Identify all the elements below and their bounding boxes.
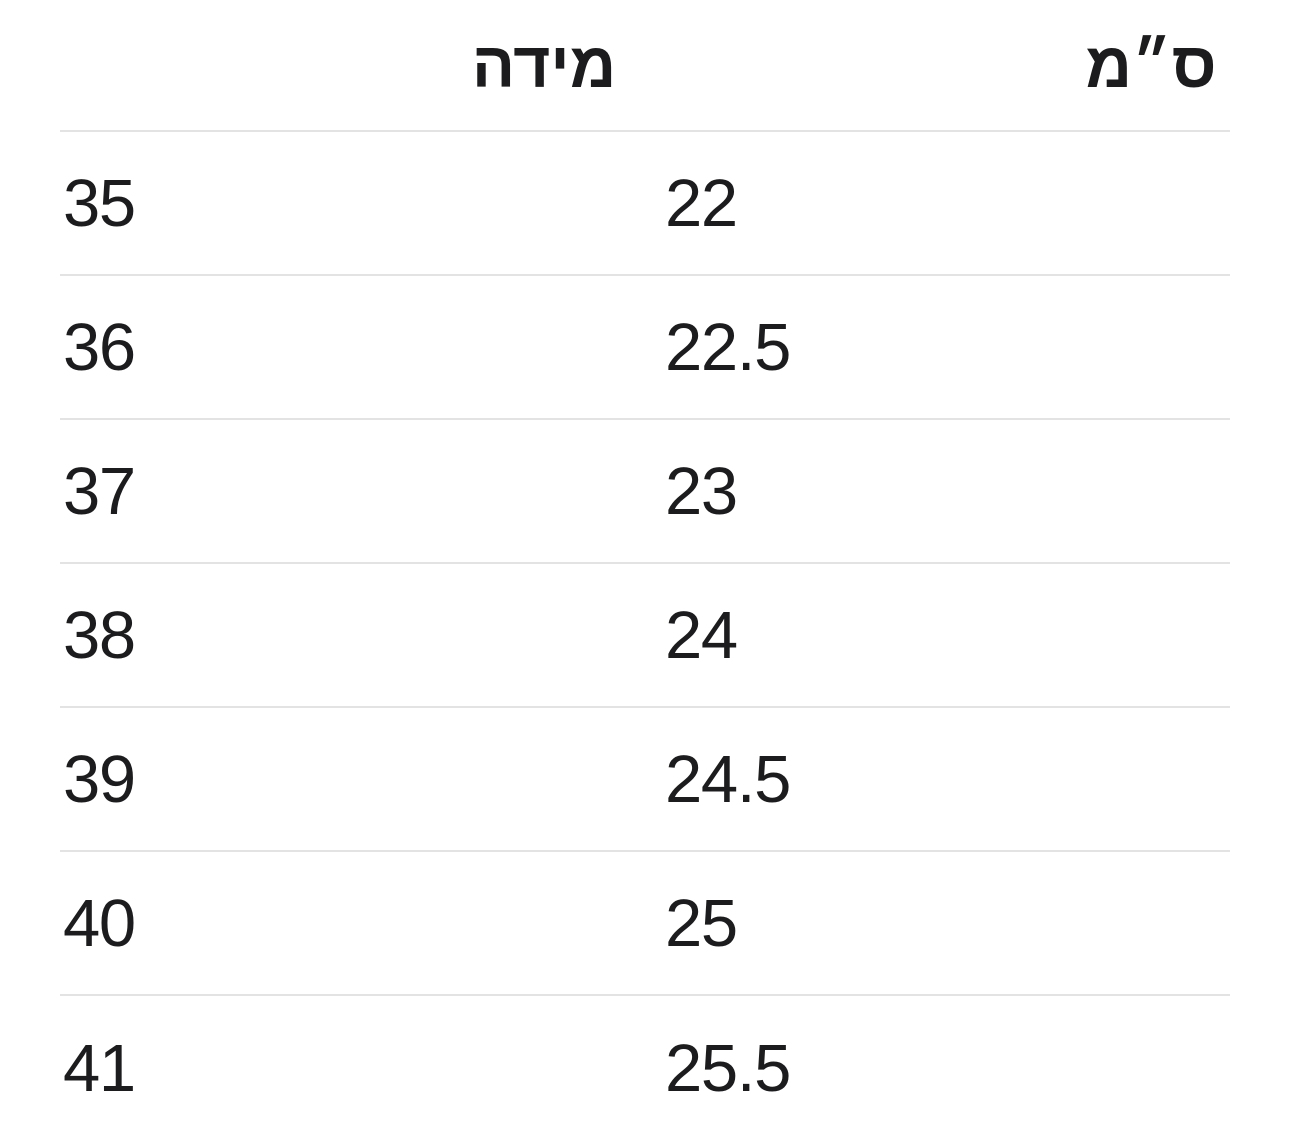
column-header-cm: ס״מ	[1085, 29, 1217, 101]
table-header-row: מידה ס״מ	[60, 0, 1230, 132]
size-chart-table: מידה ס״מ 35 22 36 22.5 37 23 38 24 39 24…	[60, 0, 1230, 1128]
size-cell: 37	[63, 453, 136, 529]
cm-cell: 24.5	[665, 741, 791, 817]
cm-cell: 24	[665, 597, 738, 673]
size-cell: 38	[63, 597, 136, 673]
cm-cell: 25.5	[665, 1030, 791, 1106]
table-body: 35 22 36 22.5 37 23 38 24 39 24.5 40 25 …	[60, 132, 1230, 1128]
cm-cell: 22	[665, 165, 738, 241]
table-row: 41 25.5	[60, 996, 1230, 1128]
size-cell: 36	[63, 309, 136, 385]
cm-cell: 23	[665, 453, 738, 529]
table-row: 38 24	[60, 564, 1230, 708]
size-cell: 41	[63, 1030, 136, 1106]
column-header-size: מידה	[471, 29, 617, 101]
table-row: 40 25	[60, 852, 1230, 996]
size-cell: 35	[63, 165, 136, 241]
cm-cell: 22.5	[665, 309, 791, 385]
table-row: 35 22	[60, 132, 1230, 276]
table-row: 36 22.5	[60, 276, 1230, 420]
table-row: 37 23	[60, 420, 1230, 564]
cm-cell: 25	[665, 885, 738, 961]
table-row: 39 24.5	[60, 708, 1230, 852]
size-cell: 40	[63, 885, 136, 961]
size-cell: 39	[63, 741, 136, 817]
